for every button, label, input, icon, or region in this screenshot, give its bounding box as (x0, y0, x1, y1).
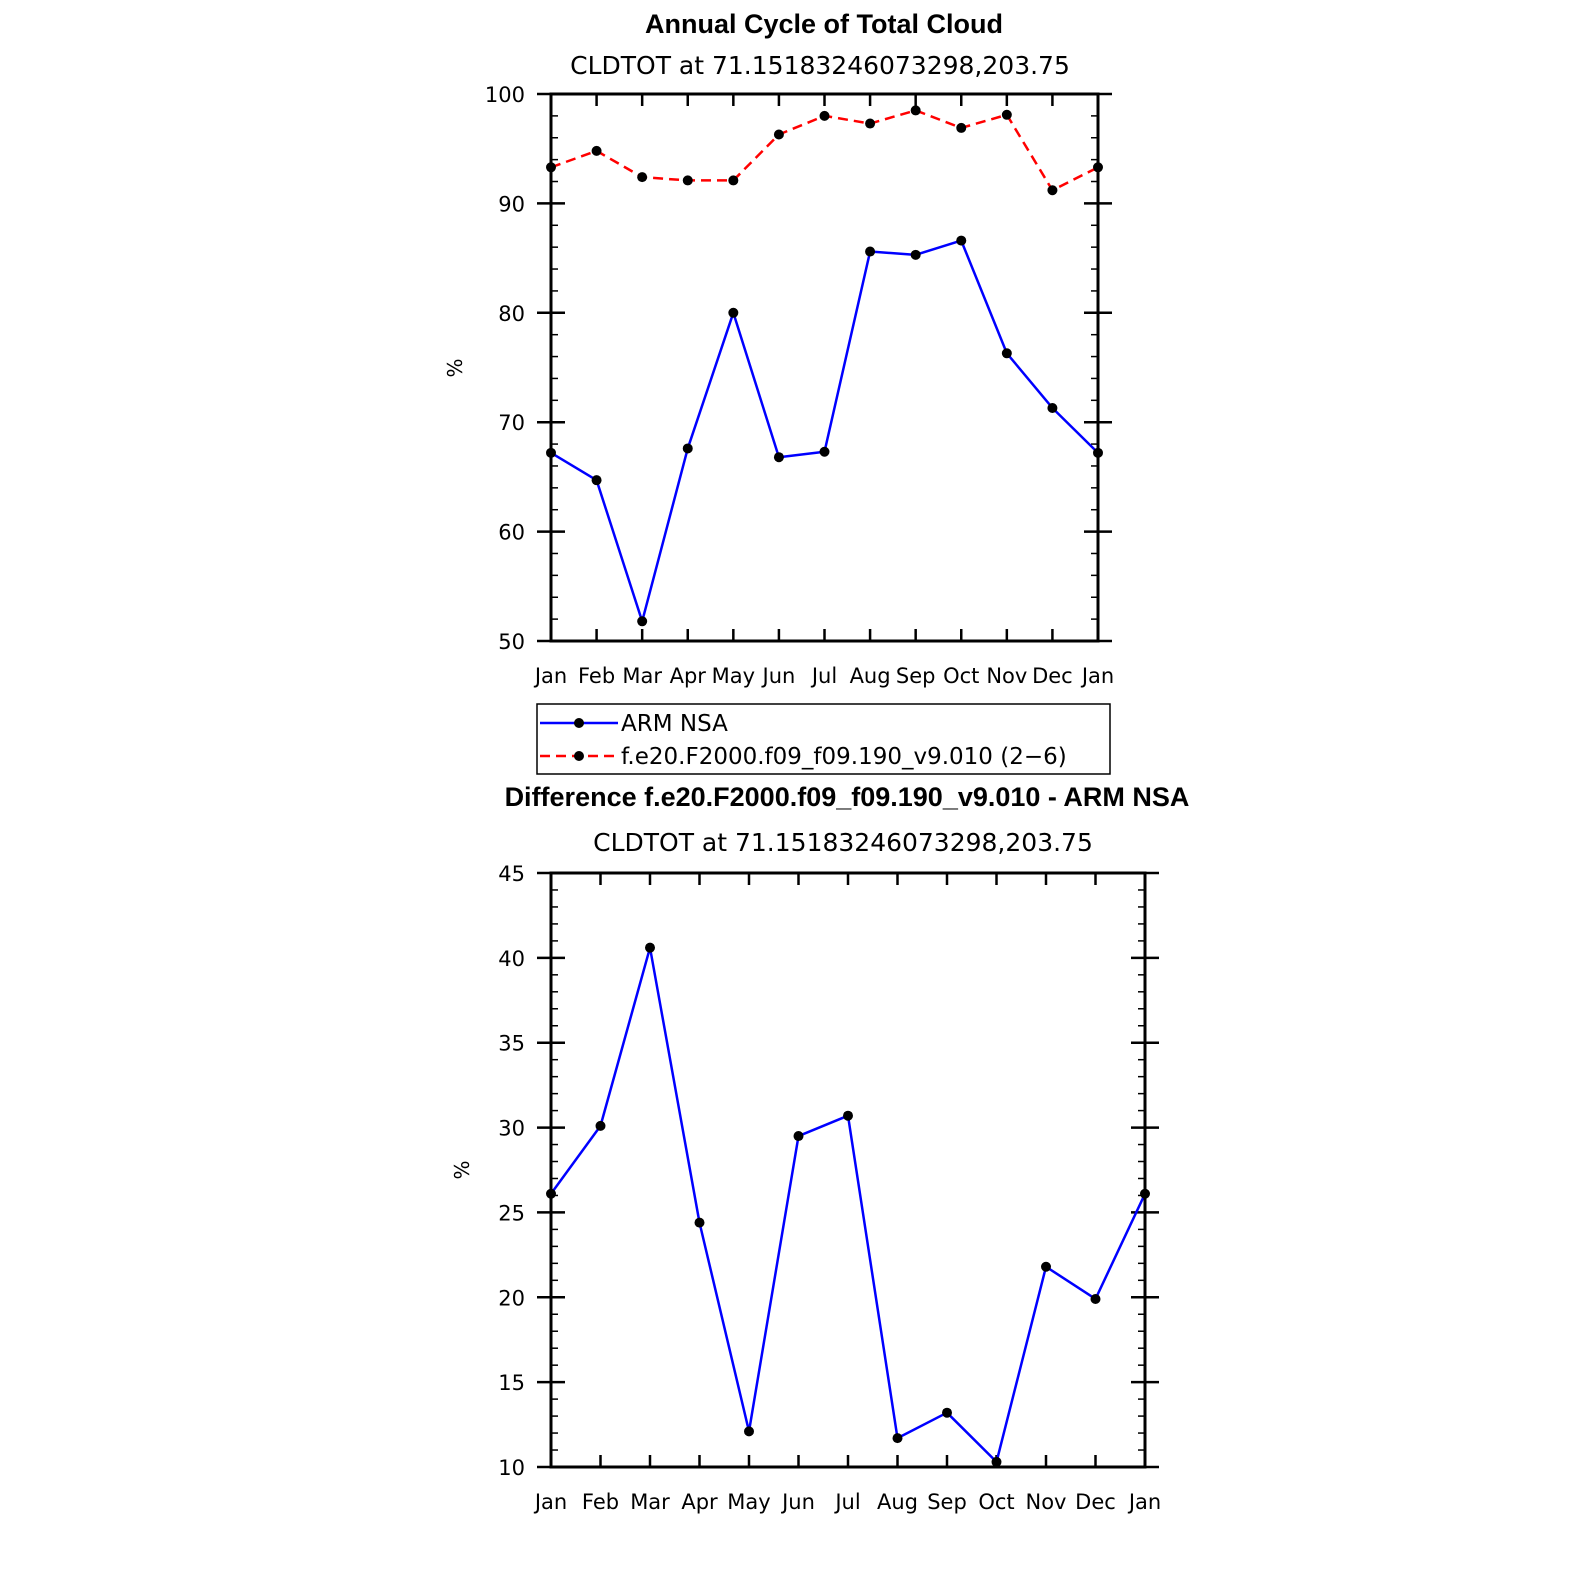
chart1-plot-frame (549, 92, 1100, 643)
chart2-plot-frame (549, 871, 1147, 1469)
chart1-x-tick-label: Jan (533, 664, 567, 688)
chart2-data-point (843, 1110, 853, 1121)
chart2-data-point (744, 1426, 754, 1437)
chart2-title: Difference f.e20.F2000.f09_f09.190_v9.01… (505, 782, 1190, 812)
annual-cycle-panel: Annual Cycle of Total Cloud CLDTOT at 71… (443, 9, 1114, 688)
chart2-y-tick-label: 20 (498, 1286, 525, 1310)
chart2-x-tick-label: May (727, 1490, 770, 1514)
chart2-x-tick-label: Sep (927, 1490, 967, 1514)
chart1-x-tick-label: Aug (850, 664, 891, 688)
chart2-x-tick-label: Mar (630, 1490, 670, 1514)
legend-marker-arm-nsa (574, 718, 584, 728)
chart1-x-tick-label: Mar (622, 664, 662, 688)
chart1-y-tick-label: 50 (498, 630, 525, 654)
chart1-series-line-1 (550, 109, 1099, 192)
chart1-data-point (728, 307, 739, 318)
chart1-data-point (865, 246, 876, 257)
chart1-x-tick-label: Jan (1080, 664, 1114, 688)
chart1-x-tick-label: Sep (896, 664, 936, 688)
chart1-data-point (819, 110, 830, 121)
chart1-data-point (956, 235, 967, 246)
chart2-x-tick-label: Jun (780, 1490, 815, 1514)
chart1-x-tick-label: Feb (578, 664, 615, 688)
chart2-series-line-0 (549, 946, 1147, 1464)
chart2-subtitle: CLDTOT at 71.15183246073298,203.75 (593, 828, 1093, 857)
chart2-y-tick-label: 15 (498, 1371, 525, 1395)
chart1-series-line-0 (550, 239, 1099, 623)
chart1-data-point (1047, 185, 1058, 196)
chart1-y-tick-label: 60 (498, 521, 525, 545)
chart1-y-tick-label: 90 (498, 192, 525, 216)
chart1-data-point (637, 616, 648, 627)
chart1-data-point (910, 249, 921, 260)
legend-box (536, 703, 1111, 775)
chart2-data-point (595, 1120, 606, 1131)
chart2-y-tick-label: 25 (498, 1201, 525, 1225)
difference-panel: Difference f.e20.F2000.f09_f09.190_v9.01… (450, 782, 1189, 1514)
chart1-y-tick-label: 70 (498, 411, 525, 435)
chart2-x-tick-label: Apr (681, 1490, 718, 1514)
chart1-data-point (956, 122, 967, 133)
chart2-data-point (942, 1407, 952, 1418)
chart1-x-tick-label: Oct (943, 664, 979, 688)
chart1-data-point (865, 118, 876, 129)
chart1-data-point (728, 175, 739, 186)
chart1-data-point (1047, 402, 1058, 413)
chart1-data-point (819, 446, 830, 457)
chart1-data-point (637, 172, 648, 183)
chart1-subtitle: CLDTOT at 71.15183246073298,203.75 (570, 51, 1070, 80)
chart1-series (546, 105, 1103, 627)
chart1-data-point (682, 443, 693, 454)
chart1-data-point (682, 175, 693, 186)
legend-marker-model (574, 751, 584, 761)
legend-label-model: f.e20.F2000.f09_f09.190_v9.010 (2−6) (621, 744, 1067, 770)
chart2-x-tick-label: Nov (1026, 1490, 1067, 1514)
chart2-y-tick-label: 30 (498, 1117, 525, 1141)
chart2-data-point (991, 1456, 1002, 1467)
chart2-x-tick-label: Dec (1075, 1490, 1116, 1514)
chart2-y-tick-label: 40 (498, 947, 525, 971)
chart2-x-tick-label: Jan (1127, 1490, 1161, 1514)
chart1-x-tick-label: Jul (810, 664, 837, 688)
chart1-y-tick-label: 100 (485, 83, 525, 107)
chart2-tick-labels: Jan Feb Mar Apr May Jun Jul Aug Sep Oct Nov Dec Jan 1… (498, 862, 1161, 1514)
chart2-y-tick-label: 45 (498, 862, 525, 886)
chart1-y-axis-label: % (443, 358, 467, 377)
chart2-data-point (793, 1131, 804, 1142)
chart2-data-point (645, 942, 655, 953)
chart2-x-tick-label: Jul (833, 1490, 860, 1514)
chart1-data-point (591, 475, 602, 486)
legend-label-arm-nsa: ARM NSA (621, 711, 728, 737)
chart2-data-point (1090, 1293, 1101, 1304)
chart1-x-tick-label: Dec (1032, 664, 1073, 688)
chart1-x-tick-label: Jun (761, 664, 796, 688)
chart1-legend: ARM NSA f.e20.F2000.f09_f09.190_v9.010 (… (536, 703, 1111, 775)
chart2-y-tick-label: 35 (498, 1032, 525, 1056)
chart1-data-point (1001, 348, 1012, 359)
chart2-data-point (1041, 1261, 1051, 1272)
chart1-data-point (910, 105, 921, 116)
chart1-data-point (1001, 109, 1012, 120)
chart2-data-point (892, 1433, 903, 1444)
chart2-data-point (694, 1217, 705, 1228)
chart2-x-tick-label: Aug (877, 1490, 918, 1514)
chart2-x-tick-label: Feb (582, 1490, 619, 1514)
chart2-ticks (537, 871, 1159, 1469)
chart1-x-tick-label: Nov (986, 664, 1027, 688)
chart1-title: Annual Cycle of Total Cloud (645, 9, 1003, 39)
chart2-series (546, 942, 1150, 1467)
chart1-data-point (591, 145, 602, 156)
chart2-x-tick-label: Oct (978, 1490, 1014, 1514)
chart1-tick-labels: Jan Feb Mar Apr May Jun Jul Aug Sep Oct Nov Dec Jan 5… (485, 83, 1114, 688)
chart1-data-point (773, 452, 784, 463)
chart1-x-tick-label: May (712, 664, 755, 688)
chart1-x-tick-label: Apr (670, 664, 707, 688)
chart2-y-axis-label: % (450, 1160, 474, 1179)
chart2-x-tick-label: Jan (533, 1490, 567, 1514)
chart1-y-tick-label: 80 (498, 302, 525, 326)
chart1-data-point (773, 129, 784, 140)
chart2-y-tick-label: 10 (498, 1456, 525, 1480)
